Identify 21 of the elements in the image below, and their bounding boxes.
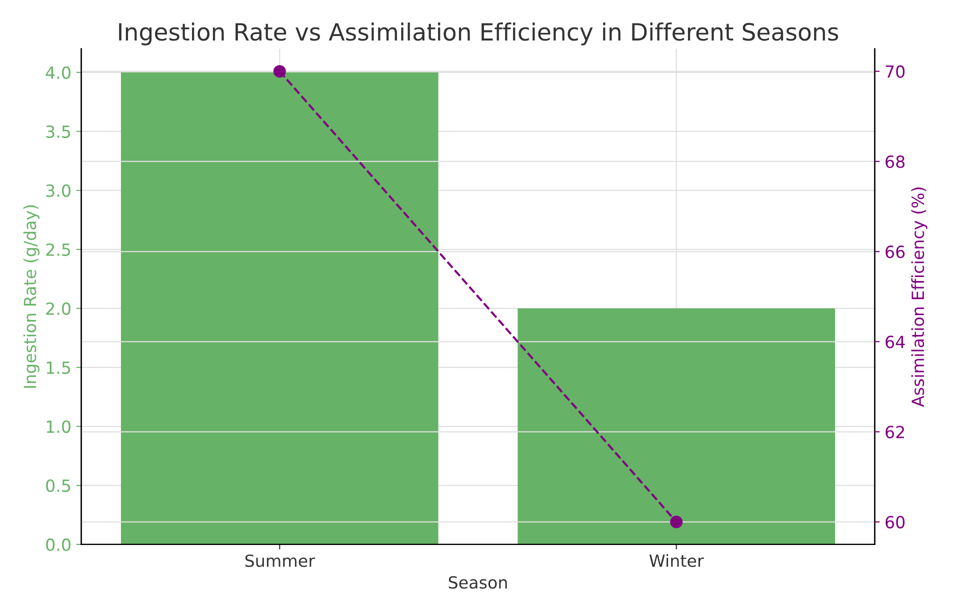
x-tick-label: Summer — [245, 554, 315, 568]
y-axis-title: Ingestion Rate (g/day) — [23, 205, 40, 388]
y-tick-label: 1.5 — [46, 362, 70, 374]
y-tick-label: 3.5 — [46, 125, 70, 138]
y2-tick-label: 62 — [886, 426, 904, 438]
y-tick-label: 0.0 — [46, 538, 70, 551]
y2-tick-label: 60 — [886, 516, 905, 528]
y2-tick-label: 68 — [886, 155, 905, 168]
y2-tick-label: 64 — [886, 336, 905, 348]
y-tick-label: 2.5 — [46, 243, 70, 256]
y2-tick-label: 70 — [886, 65, 905, 78]
y2-tick-label: 66 — [886, 246, 905, 258]
y-tick-label: 3.0 — [46, 184, 70, 197]
y-tick-label: 1.0 — [46, 420, 70, 433]
y-tick-label: 0.5 — [46, 479, 70, 492]
y2-axis-title: Assimilation Efficiency (%) — [911, 188, 928, 407]
x-tick-label: Winter — [649, 554, 704, 568]
x-axis-title: Season — [448, 576, 507, 589]
y-tick-label: 2.0 — [46, 302, 70, 315]
chart-title: Ingestion Rate vs Assimilation Efficiency in Different Seasons — [119, 22, 838, 46]
y-tick-label: 4.0 — [46, 66, 70, 79]
